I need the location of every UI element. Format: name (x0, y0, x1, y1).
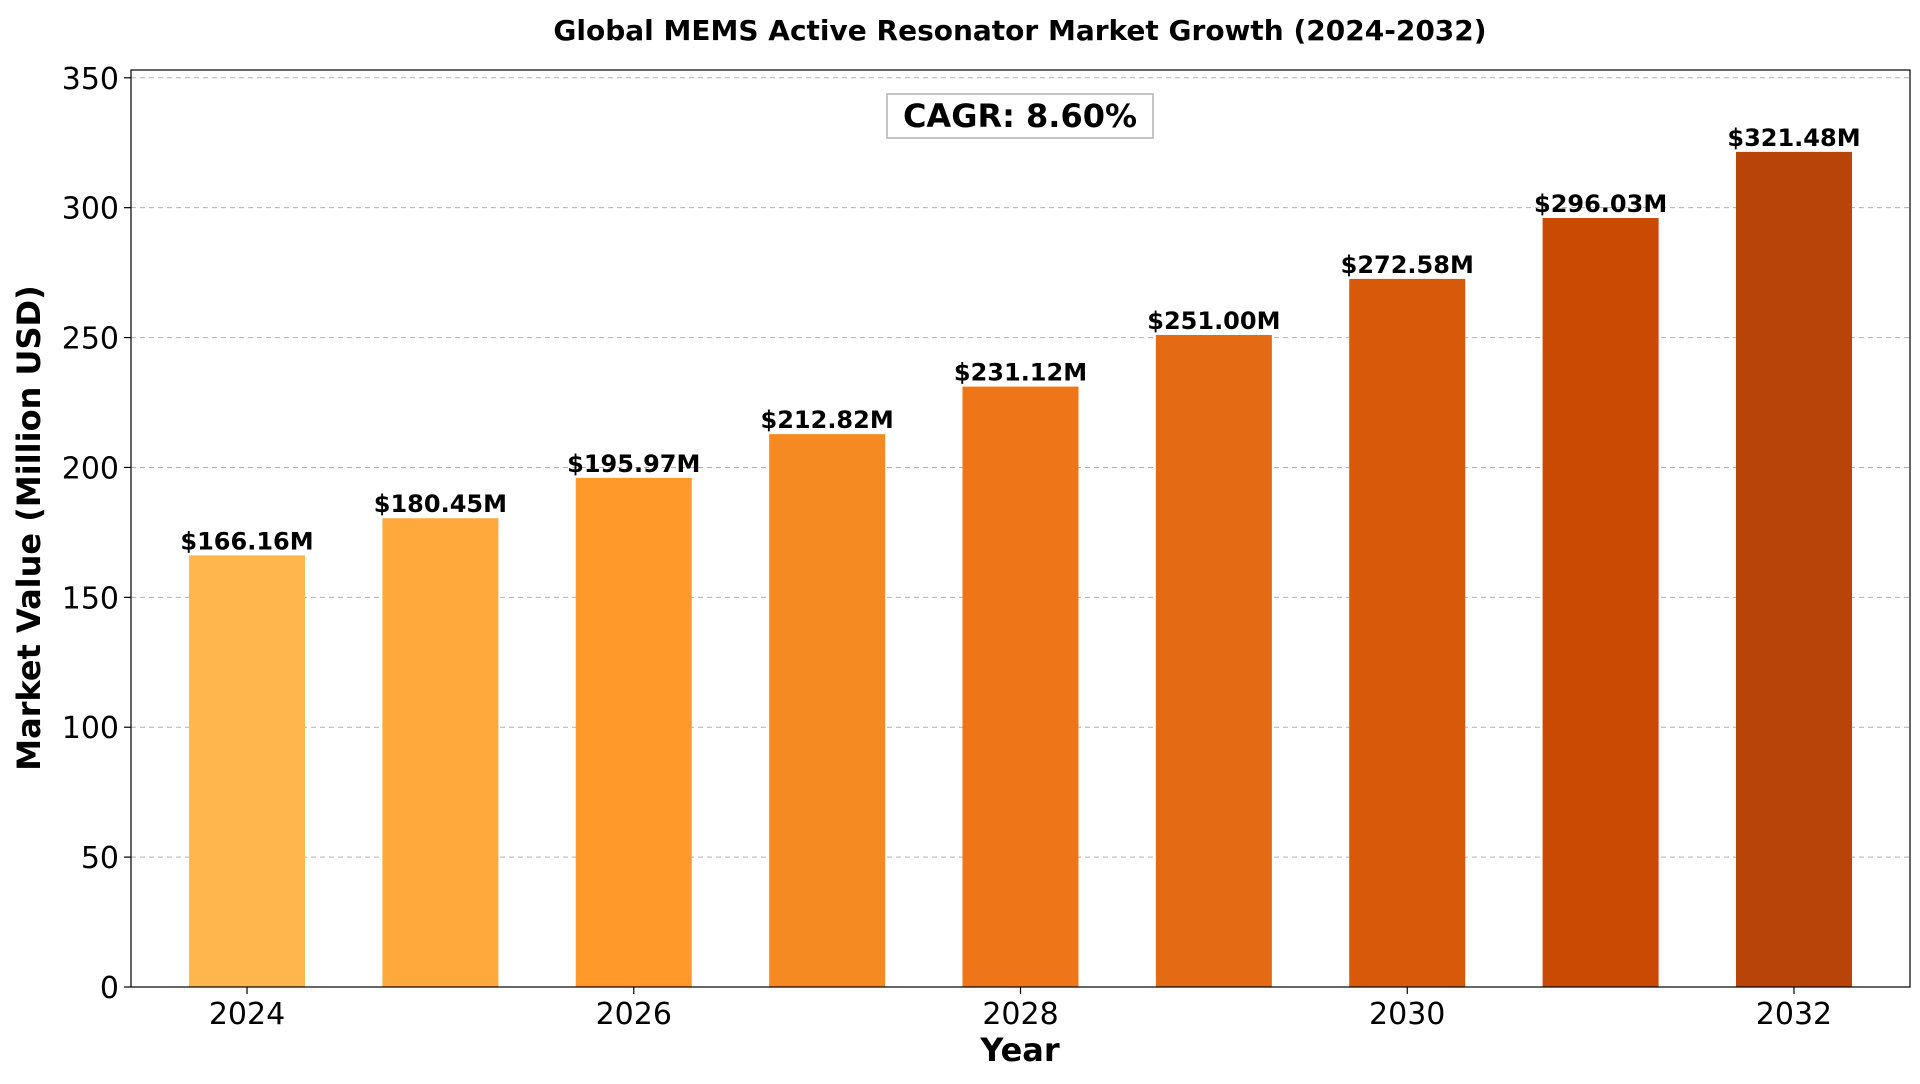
cagr-annotation-box (886, 93, 1154, 139)
bar-value-label: $272.58M (1341, 251, 1474, 279)
y-tick-label: 100 (62, 711, 119, 746)
y-tick-label: 0 (100, 971, 119, 1006)
cagr-annotation-text: CAGR: 8.60% (903, 97, 1137, 135)
bar-value-label: $195.97M (567, 450, 700, 478)
x-tick-label: 2032 (1756, 997, 1832, 1032)
x-axis-ticks: 2024 2026 2028 2030 2032 (209, 987, 1832, 1032)
bar (575, 477, 692, 987)
y-tick-label: 300 (62, 192, 119, 227)
bar-value-label: $296.03M (1534, 190, 1667, 218)
y-axis-label: Market Value (Million USD) (10, 285, 48, 770)
bar (962, 386, 1079, 987)
bar-value-label: $212.82M (761, 406, 894, 434)
bar-value-label: $251.00M (1147, 307, 1280, 335)
bars (189, 151, 1852, 988)
y-axis-ticks: 0 50 100 150 200 250 300 350 (62, 62, 131, 1006)
bar-value-label: $166.16M (180, 527, 313, 555)
x-tick-label: 2030 (1369, 997, 1445, 1032)
bar (1735, 151, 1852, 988)
x-tick-label: 2028 (982, 997, 1058, 1032)
y-tick-label: 200 (62, 451, 119, 486)
bar-value-label: $321.48M (1727, 124, 1860, 152)
cagr-annotation: CAGR: 8.60% (886, 93, 1154, 139)
y-tick-label: 50 (81, 841, 119, 876)
chart-title: Global MEMS Active Resonator Market Grow… (553, 14, 1486, 47)
bar (769, 434, 886, 988)
y-tick-label: 150 (62, 581, 119, 616)
x-tick-label: 2026 (596, 997, 672, 1032)
bar (189, 555, 306, 987)
bar (1155, 334, 1272, 987)
bar-value-label: $180.45M (374, 490, 507, 518)
x-axis-label: Year (979, 1031, 1060, 1069)
bar (1542, 217, 1659, 987)
y-tick-label: 350 (62, 62, 119, 97)
data-labels: $166.16M $180.45M $195.97M $212.82M $231.12M… (180, 124, 1860, 555)
bar-value-label: $231.12M (954, 359, 1087, 387)
x-tick-label: 2024 (209, 997, 285, 1032)
bar (382, 518, 499, 987)
bar (1349, 278, 1466, 987)
y-tick-label: 250 (62, 322, 119, 357)
